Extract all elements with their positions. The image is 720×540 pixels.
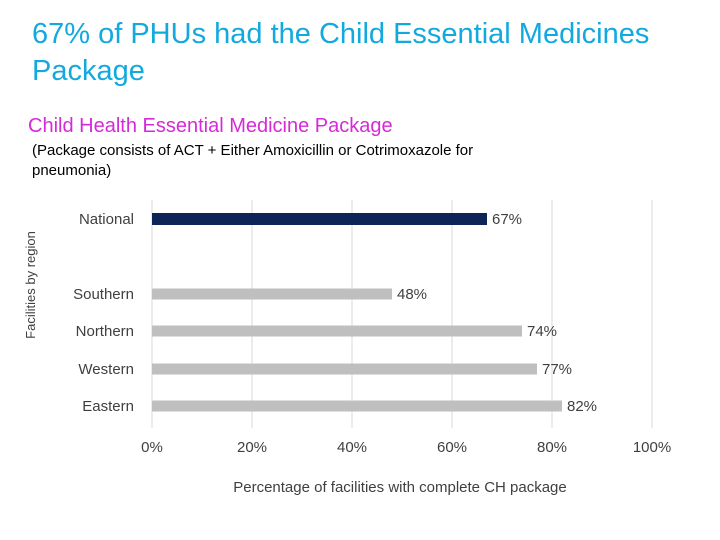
gridlines xyxy=(151,200,653,428)
x-tick-label: 0% xyxy=(141,439,163,456)
chart-subtitle: (Package consists of ACT + Either Amoxic… xyxy=(32,142,474,179)
value-labels: 67% 48% 74% 77% 82% xyxy=(397,211,597,415)
data-label: 77% xyxy=(542,361,572,378)
x-axis-label: Percentage of facilities with complete C… xyxy=(233,479,567,496)
category-label: Northern xyxy=(76,323,134,340)
data-label: 74% xyxy=(527,323,557,340)
category-label: Southern xyxy=(73,286,134,303)
data-label: 67% xyxy=(492,211,522,228)
y-axis-label: Facilities by region xyxy=(23,231,38,339)
category-label: National xyxy=(79,211,134,228)
category-label: Western xyxy=(78,361,134,378)
x-tick-labels: 0% 20% 40% 60% 80% 100% xyxy=(141,439,671,456)
x-tick-label: 80% xyxy=(537,439,567,456)
bar-southern xyxy=(152,288,392,300)
bar-eastern xyxy=(152,400,562,412)
bars xyxy=(152,213,562,412)
data-label: 82% xyxy=(567,398,597,415)
x-tick-label: 20% xyxy=(237,439,267,456)
data-label: 48% xyxy=(397,286,427,303)
x-tick-label: 40% xyxy=(337,439,367,456)
bar-national xyxy=(152,213,487,225)
chart-title: Child Health Essential Medicine Package xyxy=(28,115,393,137)
category-label: Eastern xyxy=(82,398,134,415)
category-labels: National Southern Northern Western Eastern xyxy=(73,211,134,415)
x-tick-label: 100% xyxy=(633,439,671,456)
bar-northern xyxy=(152,325,522,337)
x-tick-label: 60% xyxy=(437,439,467,456)
bar-western xyxy=(152,363,537,375)
slide-title: 67% of PHUs had the Child Essential Medi… xyxy=(32,18,650,87)
